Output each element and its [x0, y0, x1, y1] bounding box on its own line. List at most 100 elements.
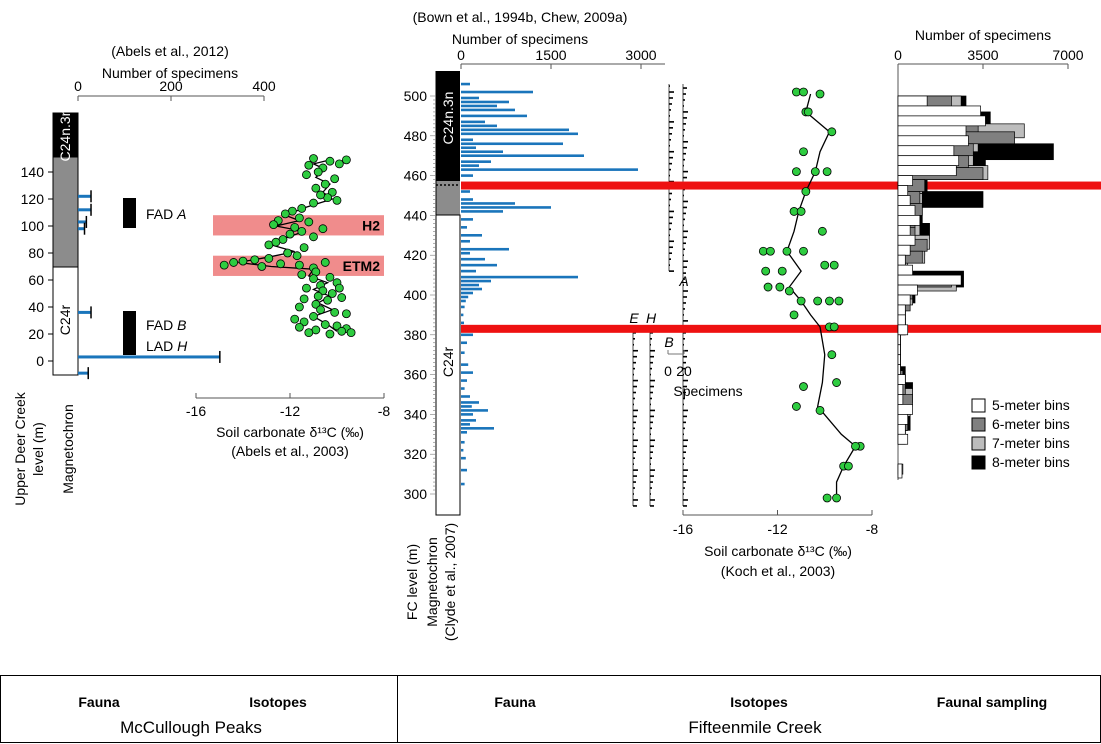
fc-iso-xlabel: Soil carbonate δ¹³C (‰): [704, 543, 852, 559]
fc-taxon-tick: [669, 133, 672, 135]
fc-bar: [461, 482, 465, 486]
fs-bin-5m: [897, 433, 909, 445]
fc-y-tick-label: 440: [404, 207, 428, 223]
event-taxon: A: [176, 206, 186, 222]
fc-taxon-tick: [683, 129, 685, 131]
fc-taxon-tick: [633, 397, 635, 400]
fc-bar: [461, 132, 578, 136]
mp-isotope-point: [276, 259, 286, 269]
fc-bar: [461, 291, 473, 295]
mp-iso-tick-label: -8: [378, 403, 391, 419]
mp-isotope-point: [264, 253, 274, 263]
fc-taxon-tick: [650, 355, 654, 358]
fc-magnetochron-label: Magnetochron: [424, 537, 440, 627]
mp-isotope-point: [257, 262, 267, 271]
mp-isotope-point: [294, 302, 304, 312]
fc-iso-tick-label: -8: [866, 521, 879, 537]
fc-isotope-point: [777, 266, 787, 276]
fc-chron-label-c24n3n: C24n.3n: [440, 92, 456, 145]
legend-swatch-6m: [971, 417, 986, 432]
fc-taxon-tick: [683, 146, 687, 149]
fc-taxon-tick: [683, 409, 688, 412]
fs-bin-5m: [897, 463, 903, 479]
fc-taxon-tick: [683, 343, 684, 346]
fc-taxon-tick: [669, 97, 673, 99]
fc-taxon-tick: [683, 337, 685, 340]
mp-bar: [78, 310, 92, 314]
fc-bar: [461, 401, 479, 404]
fs-bin-5m: [897, 185, 909, 196]
fc-isotope-point: [810, 167, 820, 177]
fs-bin-5m: [897, 374, 906, 385]
fs-bin-5m: [897, 354, 901, 366]
fc-bar: [461, 313, 464, 317]
fc-taxon-tick: [633, 457, 635, 459]
fc-taxon-tick: [650, 415, 654, 418]
fc-taxon-tick: [669, 222, 672, 225]
fc-taxon-tick: [650, 445, 654, 448]
fc-taxon-label-e: E: [629, 310, 639, 326]
fc-bar: [461, 234, 482, 237]
fc-taxon-tick: [683, 242, 686, 245]
mp-y-tick-label: 140: [21, 164, 45, 180]
fc-isotope-point: [761, 266, 771, 276]
mp-isotope-point: [313, 167, 323, 177]
fc-taxon-tick: [650, 343, 651, 346]
mp-isotope-point: [302, 283, 311, 293]
fc-top-tick-label: 0: [457, 47, 465, 63]
fs-bin-5m: [897, 324, 909, 336]
mp-isotope-point: [346, 328, 356, 338]
fs-bin-5m: [897, 344, 901, 356]
fc-taxon-tick: [683, 111, 688, 113]
fc-top-tick-label: 3000: [625, 47, 656, 63]
fc-bar: [461, 333, 473, 337]
mp-isotope-point: [302, 170, 311, 180]
fc-taxon-tick: [669, 109, 671, 111]
mp-y-tick-label: 80: [28, 245, 44, 261]
mp-isotope-point: [337, 293, 347, 302]
fc-taxon-tick: [669, 127, 673, 129]
fc-taxon-tick: [683, 87, 687, 89]
fc-taxon-tick: [683, 397, 685, 400]
fs-top-tick-label: 7000: [1052, 47, 1083, 63]
fc-taxon-tick: [633, 439, 638, 442]
fs-bin-5m: [897, 165, 957, 176]
legend-label-8m: 8-meter bins: [992, 454, 1070, 470]
fc-taxon-tick: [683, 284, 684, 286]
fc-bar: [461, 405, 472, 408]
fs-bin-5m: [897, 414, 909, 425]
fc-taxon-tick: [650, 505, 654, 507]
mp-isotope-point: [332, 195, 342, 205]
fc-bar: [461, 218, 473, 221]
fc-taxon-tick: [633, 433, 634, 436]
fs-bin-5m: [897, 284, 918, 296]
fc-taxon-tick: [669, 162, 672, 165]
fc-ylabel: FC level (m): [404, 544, 420, 620]
fc-taxon-tick: [683, 439, 688, 442]
fc-y-tick-label: 420: [404, 247, 428, 263]
fc-y-tick-label: 500: [404, 88, 428, 104]
band-label-h2: H2: [362, 217, 380, 233]
mp-iso-tick-label: -16: [186, 403, 206, 419]
fc-bar: [461, 124, 497, 128]
fc-taxon-tick: [683, 469, 688, 471]
mp-isotope-point: [330, 174, 340, 184]
fs-bin-5m: [897, 254, 906, 266]
fc-bar: [461, 419, 476, 422]
fc-isotope-point: [815, 89, 825, 99]
mp-isotope-point: [320, 258, 330, 267]
fs-bin-5m: [897, 145, 955, 157]
fc-bar: [461, 387, 465, 390]
fc-bar: [461, 210, 503, 213]
fc-magnetochron-source: (Clyde et al., 2007): [442, 523, 458, 641]
fc-taxon-tick: [683, 290, 688, 292]
mp-isotope-point: [309, 198, 318, 208]
fc-isotope-point: [843, 461, 853, 471]
fs-xlabel: Number of specimens: [915, 27, 1051, 43]
mp-isotope-point: [271, 237, 281, 247]
fc-taxon-tick: [650, 481, 653, 483]
fc-y-tick-label: 340: [404, 406, 428, 422]
fc-taxon-tick: [633, 469, 638, 471]
mp-y-tick-label: 100: [21, 218, 45, 234]
mp-ylabel-line2: level (m): [30, 422, 46, 476]
